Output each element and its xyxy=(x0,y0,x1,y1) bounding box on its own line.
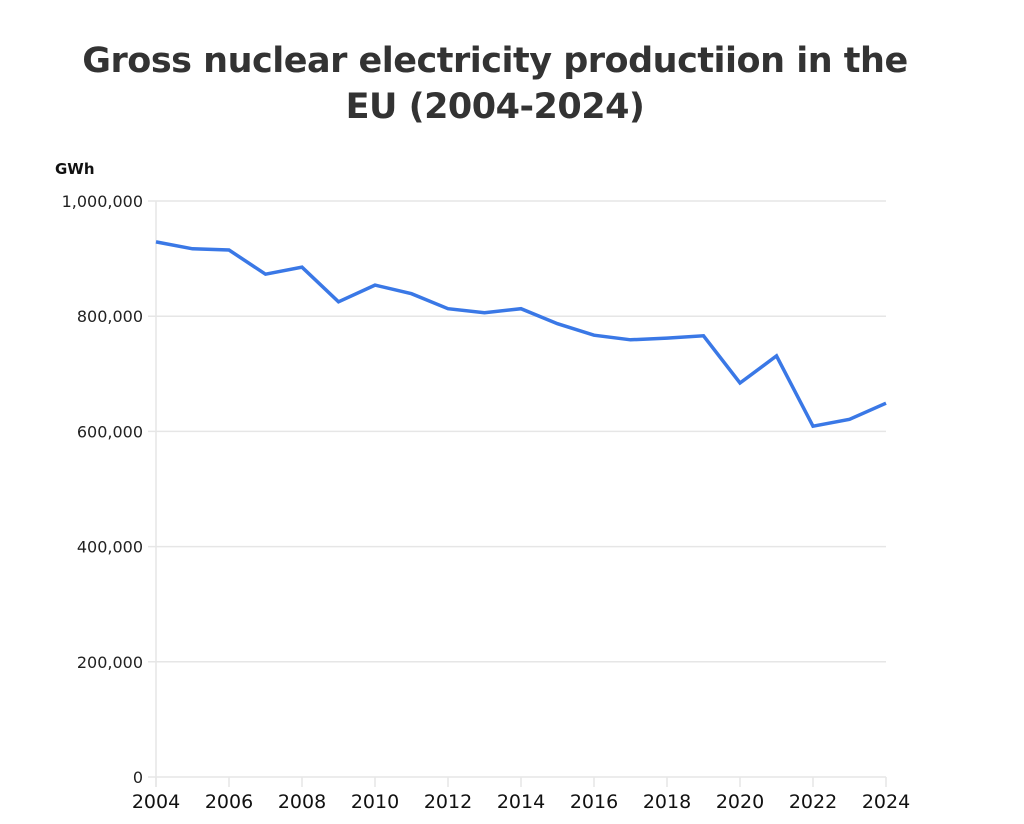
data-point xyxy=(702,334,706,338)
data-point xyxy=(227,248,231,252)
x-axis: 2004 2006 2008 2010 2012 2014 2016 2018 2020 2022… xyxy=(132,777,910,813)
series-line xyxy=(155,240,887,429)
y-tick-label: 400,000 xyxy=(77,538,143,557)
data-point xyxy=(483,311,487,315)
data-point xyxy=(811,424,815,428)
chart-title: Gross nuclear electricity productiion in… xyxy=(60,38,930,130)
y-tick-label: 600,000 xyxy=(77,422,143,441)
data-point xyxy=(884,401,888,405)
data-point xyxy=(264,272,268,276)
data-point xyxy=(629,338,633,342)
y-axis-unit-label: GWh xyxy=(55,160,95,178)
data-point xyxy=(373,283,377,287)
y-tick-label: 800,000 xyxy=(77,307,143,326)
data-point xyxy=(191,247,195,251)
data-point xyxy=(519,307,523,311)
x-tick-label: 2014 xyxy=(497,791,545,813)
y-axis-ticks: 0 200,000 400,000 600,000 800,000 1,000,000 xyxy=(62,192,143,787)
data-point xyxy=(410,292,414,296)
x-tick-label: 2024 xyxy=(862,791,910,813)
series-layer xyxy=(154,240,888,429)
x-tick-label: 2004 xyxy=(132,791,180,813)
data-point xyxy=(592,333,596,337)
y-tick-label: 0 xyxy=(133,768,143,787)
data-point xyxy=(556,322,560,326)
x-tick-label: 2016 xyxy=(570,791,618,813)
y-tick-label: 1,000,000 xyxy=(62,192,143,211)
x-tick-label: 2012 xyxy=(424,791,472,813)
chart-title-line-2: EU (2004-2024) xyxy=(345,87,645,127)
chart-title-line-1: Gross nuclear electricity productiion in… xyxy=(82,41,908,81)
x-tick-label: 2010 xyxy=(351,791,399,813)
data-point xyxy=(300,265,304,269)
data-point xyxy=(154,240,158,244)
data-point xyxy=(738,381,742,385)
x-tick-label: 2006 xyxy=(205,791,253,813)
x-tick-label: 2022 xyxy=(789,791,837,813)
data-point xyxy=(848,417,852,421)
y-tick-label: 200,000 xyxy=(77,653,143,672)
data-point xyxy=(665,336,669,340)
data-point xyxy=(446,307,450,311)
x-tick-label: 2018 xyxy=(643,791,691,813)
x-tick-label: 2020 xyxy=(716,791,764,813)
gridlines xyxy=(148,200,886,787)
data-point xyxy=(337,300,341,304)
x-tick-label: 2008 xyxy=(278,791,326,813)
data-point xyxy=(775,354,779,358)
